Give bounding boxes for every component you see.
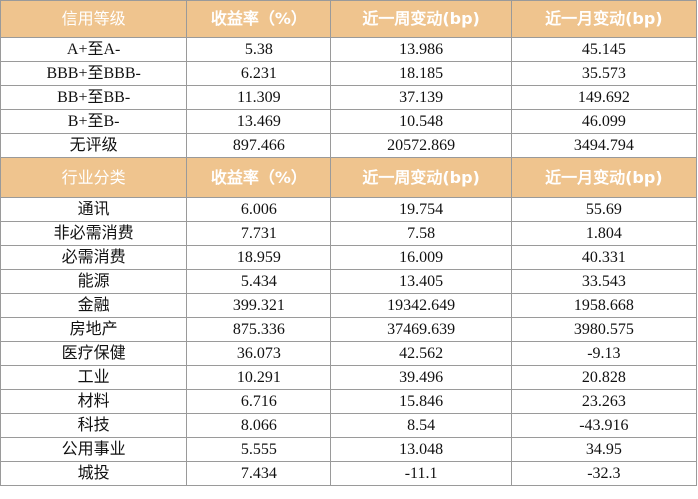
cell-month-change[interactable]: -9.13 — [510, 341, 698, 366]
cell-rating[interactable]: B+至B- — [0, 109, 188, 134]
cell-week-change[interactable]: 16.009 — [330, 245, 512, 270]
cell-month-change[interactable]: 35.573 — [510, 61, 698, 86]
cell-week-change[interactable]: 39.496 — [330, 365, 512, 390]
table-row: BBB+至BBB- 6.231 18.185 35.573 — [0, 61, 698, 86]
table-row: 无评级 897.466 20572.869 3494.794 — [0, 133, 698, 158]
header-month-change[interactable]: 近一月变动(bp) — [510, 0, 698, 38]
table-row: 材料 6.716 15.846 23.263 — [0, 389, 698, 414]
cell-month-change[interactable]: 1958.668 — [510, 293, 698, 318]
cell-yield[interactable]: 6.716 — [186, 389, 332, 414]
cell-week-change[interactable]: 37.139 — [330, 85, 512, 110]
header-industry[interactable]: 行业分类 — [0, 157, 188, 198]
header-yield[interactable]: 收益率（%） — [186, 157, 332, 198]
table-row: 必需消费 18.959 16.009 40.331 — [0, 245, 698, 270]
cell-industry[interactable]: 工业 — [0, 365, 188, 390]
header-month-change[interactable]: 近一月变动(bp) — [510, 157, 698, 198]
credit-header-row: 信用等级 收益率（%） 近一周变动(bp) 近一月变动(bp) — [0, 0, 698, 38]
cell-month-change[interactable]: 55.69 — [510, 197, 698, 222]
cell-week-change[interactable]: 19.754 — [330, 197, 512, 222]
table-row: 房地产 875.336 37469.639 3980.575 — [0, 317, 698, 342]
cell-industry[interactable]: 材料 — [0, 389, 188, 414]
cell-industry[interactable]: 科技 — [0, 413, 188, 438]
cell-week-change[interactable]: 7.58 — [330, 221, 512, 246]
cell-month-change[interactable]: -43.916 — [510, 413, 698, 438]
cell-month-change[interactable]: -32.3 — [510, 461, 698, 486]
cell-week-change[interactable]: 13.405 — [330, 269, 512, 294]
cell-week-change[interactable]: -11.1 — [330, 461, 512, 486]
cell-week-change[interactable]: 42.562 — [330, 341, 512, 366]
table-row: 公用事业 5.555 13.048 34.95 — [0, 437, 698, 462]
cell-week-change[interactable]: 18.185 — [330, 61, 512, 86]
table-row: 金融 399.321 19342.649 1958.668 — [0, 293, 698, 318]
cell-industry[interactable]: 必需消费 — [0, 245, 188, 270]
table-row: A+至A- 5.38 13.986 45.145 — [0, 37, 698, 62]
cell-month-change[interactable]: 1.804 — [510, 221, 698, 246]
cell-month-change[interactable]: 20.828 — [510, 365, 698, 390]
cell-yield[interactable]: 7.434 — [186, 461, 332, 486]
cell-month-change[interactable]: 149.692 — [510, 85, 698, 110]
cell-week-change[interactable]: 10.548 — [330, 109, 512, 134]
cell-yield[interactable]: 6.006 — [186, 197, 332, 222]
header-yield[interactable]: 收益率（%） — [186, 0, 332, 38]
cell-industry[interactable]: 金融 — [0, 293, 188, 318]
table-row: 非必需消费 7.731 7.58 1.804 — [0, 221, 698, 246]
cell-month-change[interactable]: 3980.575 — [510, 317, 698, 342]
cell-week-change[interactable]: 37469.639 — [330, 317, 512, 342]
cell-month-change[interactable]: 23.263 — [510, 389, 698, 414]
industry-header-row: 行业分类 收益率（%） 近一周变动(bp) 近一月变动(bp) — [0, 157, 698, 198]
cell-rating[interactable]: BBB+至BBB- — [0, 61, 188, 86]
cell-month-change[interactable]: 33.543 — [510, 269, 698, 294]
cell-yield[interactable]: 399.321 — [186, 293, 332, 318]
cell-yield[interactable]: 11.309 — [186, 85, 332, 110]
cell-yield[interactable]: 5.555 — [186, 437, 332, 462]
table-row: 城投 7.434 -11.1 -32.3 — [0, 461, 698, 486]
cell-industry[interactable]: 公用事业 — [0, 437, 188, 462]
cell-month-change[interactable]: 46.099 — [510, 109, 698, 134]
cell-industry[interactable]: 房地产 — [0, 317, 188, 342]
cell-yield[interactable]: 875.336 — [186, 317, 332, 342]
cell-yield[interactable]: 18.959 — [186, 245, 332, 270]
cell-week-change[interactable]: 15.846 — [330, 389, 512, 414]
cell-industry[interactable]: 通讯 — [0, 197, 188, 222]
cell-week-change[interactable]: 8.54 — [330, 413, 512, 438]
cell-week-change[interactable]: 19342.649 — [330, 293, 512, 318]
cell-rating[interactable]: 无评级 — [0, 133, 188, 158]
cell-week-change[interactable]: 20572.869 — [330, 133, 512, 158]
cell-month-change[interactable]: 45.145 — [510, 37, 698, 62]
cell-rating[interactable]: BB+至BB- — [0, 85, 188, 110]
cell-industry[interactable]: 城投 — [0, 461, 188, 486]
cell-yield[interactable]: 7.731 — [186, 221, 332, 246]
header-week-change[interactable]: 近一周变动(bp) — [330, 157, 512, 198]
cell-yield[interactable]: 897.466 — [186, 133, 332, 158]
table-row: 工业 10.291 39.496 20.828 — [0, 365, 698, 390]
table-row: 医疗保健 36.073 42.562 -9.13 — [0, 341, 698, 366]
cell-yield[interactable]: 5.38 — [186, 37, 332, 62]
cell-week-change[interactable]: 13.986 — [330, 37, 512, 62]
cell-yield[interactable]: 6.231 — [186, 61, 332, 86]
cell-month-change[interactable]: 3494.794 — [510, 133, 698, 158]
cell-yield[interactable]: 5.434 — [186, 269, 332, 294]
yield-table: 信用等级 收益率（%） 近一周变动(bp) 近一月变动(bp) A+至A- 5.… — [0, 0, 698, 486]
header-credit-rating[interactable]: 信用等级 — [0, 0, 188, 38]
cell-industry[interactable]: 能源 — [0, 269, 188, 294]
cell-month-change[interactable]: 34.95 — [510, 437, 698, 462]
cell-industry[interactable]: 非必需消费 — [0, 221, 188, 246]
cell-yield[interactable]: 13.469 — [186, 109, 332, 134]
cell-yield[interactable]: 36.073 — [186, 341, 332, 366]
table-row: B+至B- 13.469 10.548 46.099 — [0, 109, 698, 134]
table-row: 科技 8.066 8.54 -43.916 — [0, 413, 698, 438]
cell-month-change[interactable]: 40.331 — [510, 245, 698, 270]
header-week-change[interactable]: 近一周变动(bp) — [330, 0, 512, 38]
cell-yield[interactable]: 10.291 — [186, 365, 332, 390]
cell-industry[interactable]: 医疗保健 — [0, 341, 188, 366]
table-row: BB+至BB- 11.309 37.139 149.692 — [0, 85, 698, 110]
cell-week-change[interactable]: 13.048 — [330, 437, 512, 462]
table-row: 通讯 6.006 19.754 55.69 — [0, 197, 698, 222]
table-row: 能源 5.434 13.405 33.543 — [0, 269, 698, 294]
cell-rating[interactable]: A+至A- — [0, 37, 188, 62]
cell-yield[interactable]: 8.066 — [186, 413, 332, 438]
